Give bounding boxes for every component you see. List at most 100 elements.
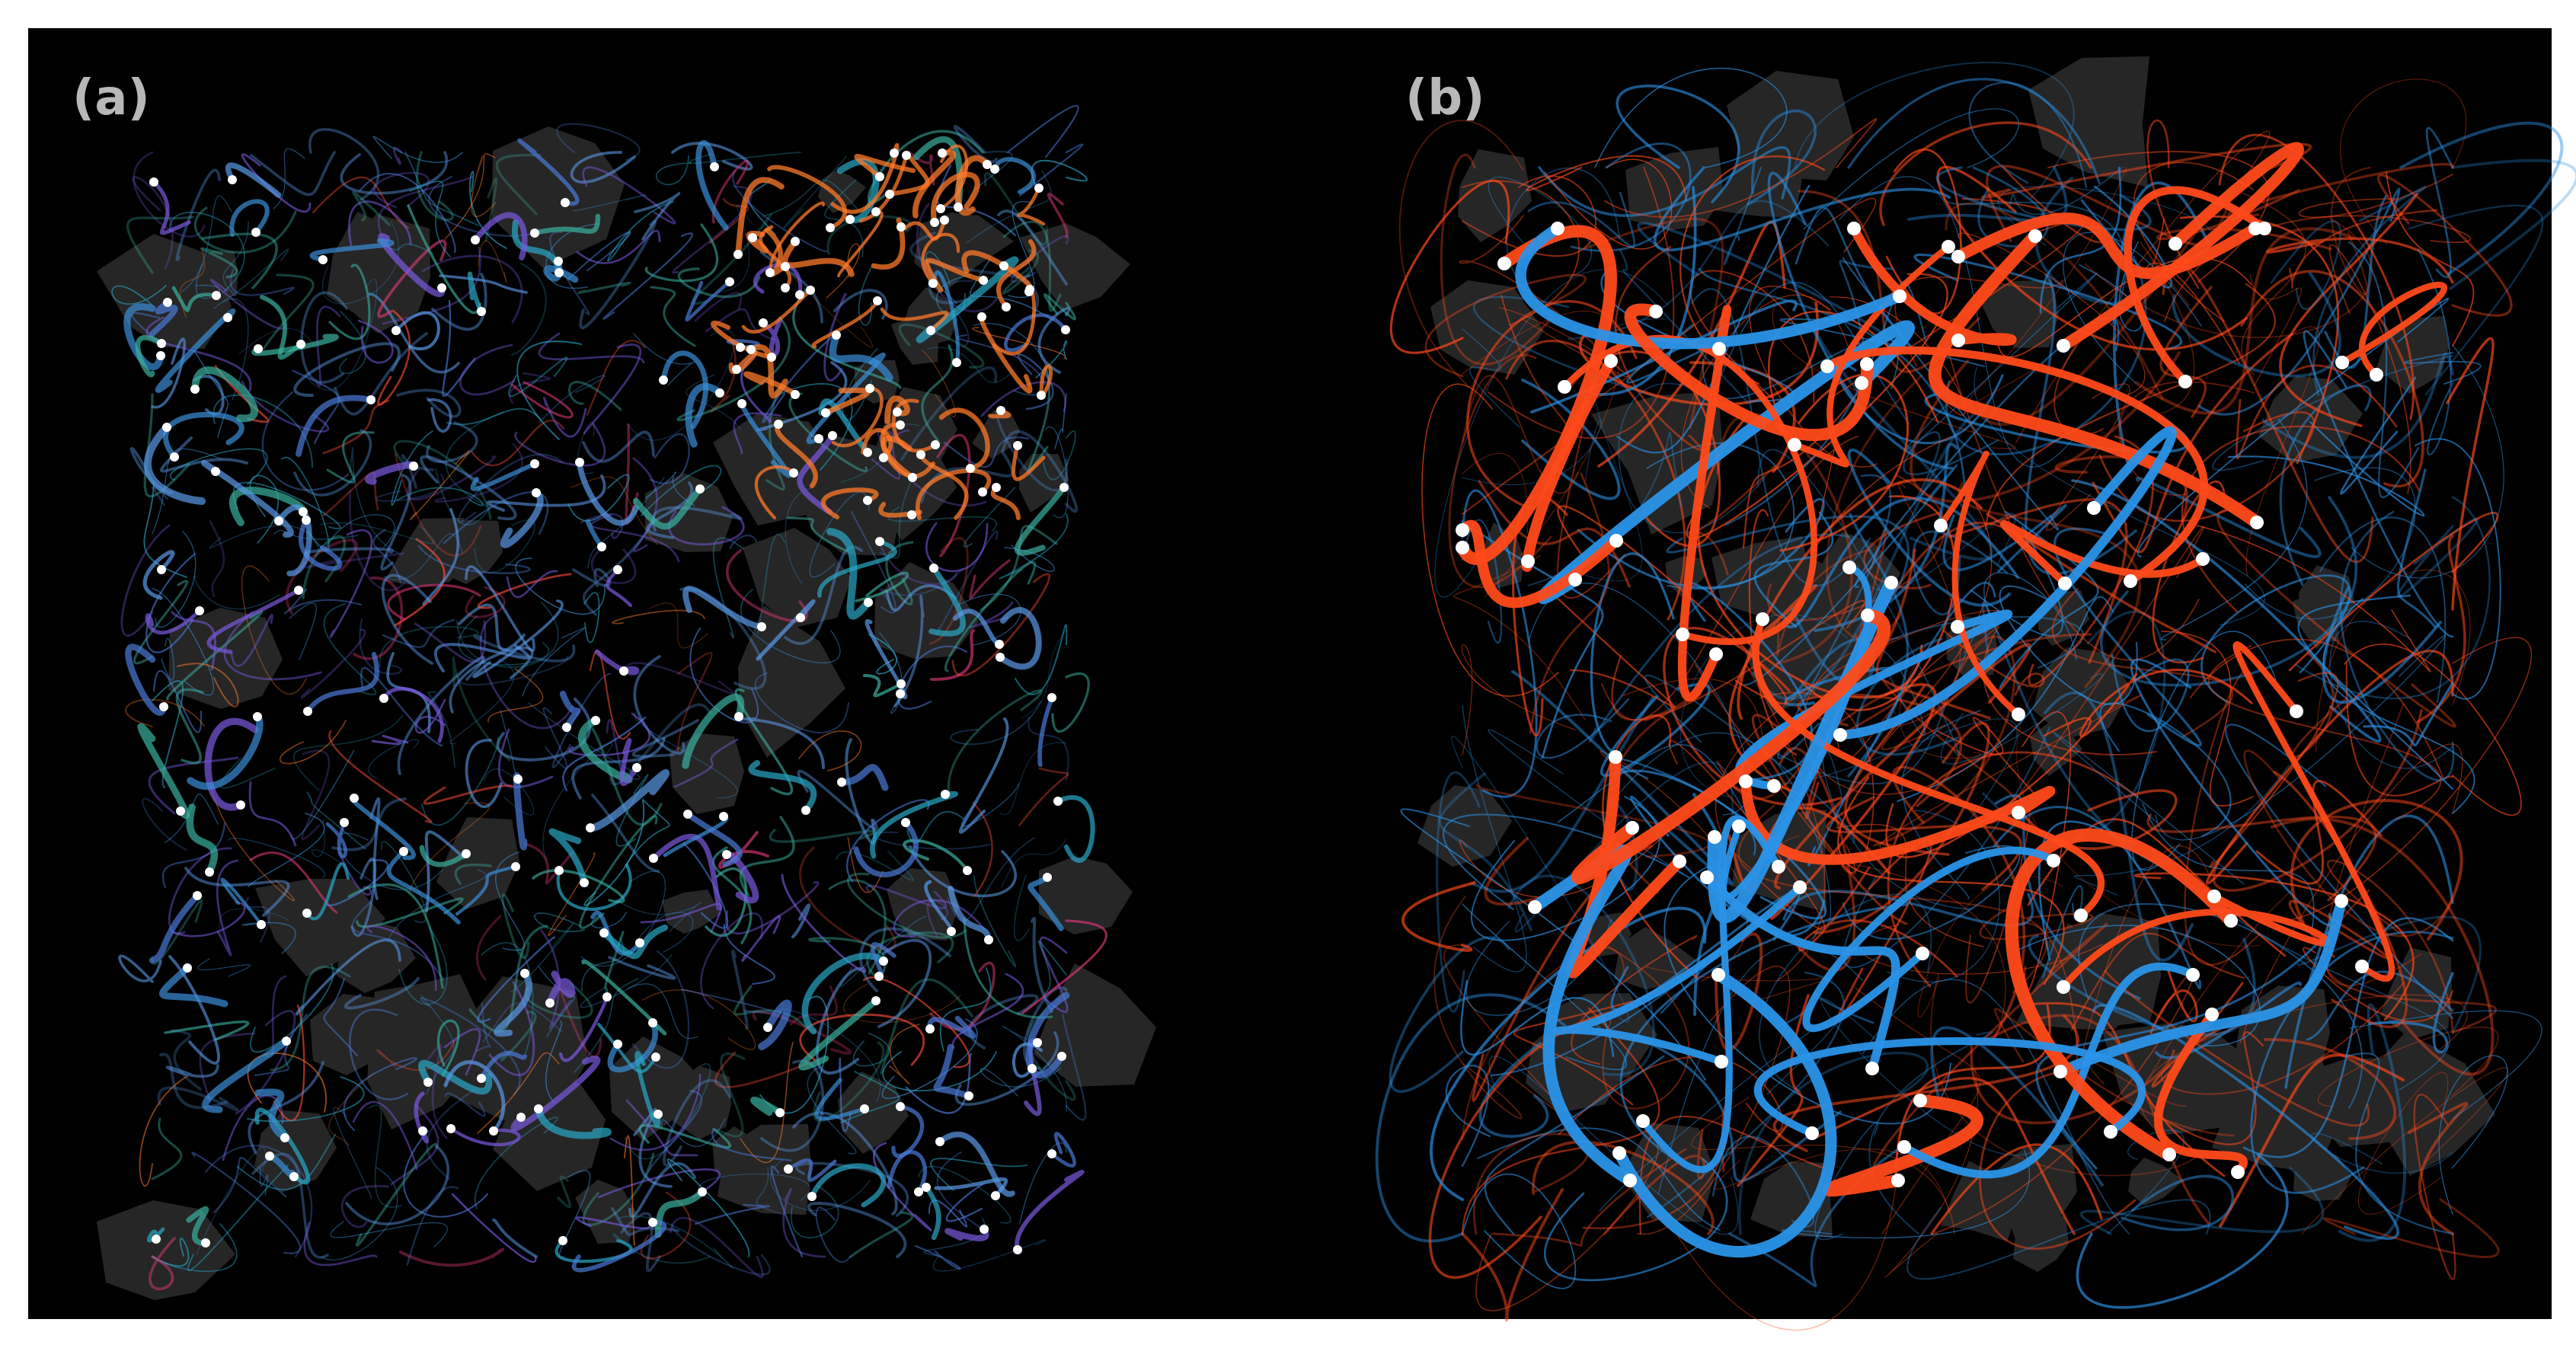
- flow-line: [222, 221, 249, 295]
- flow-line: [2266, 237, 2454, 284]
- flow-line: [717, 1052, 746, 1138]
- flow-line: [743, 371, 798, 398]
- flow-line: [1937, 717, 2040, 800]
- flow-line: [475, 1001, 492, 1053]
- flow-line: [241, 922, 296, 954]
- flow-line: [251, 1152, 329, 1259]
- flow-line: [382, 687, 444, 743]
- flow-line: [532, 869, 625, 903]
- node: [340, 818, 349, 827]
- flow-line: [2294, 496, 2491, 700]
- flow-line: [923, 1184, 941, 1241]
- flow-line: [191, 366, 258, 423]
- flow-line: [590, 513, 680, 563]
- flow-line: [847, 837, 884, 893]
- node: [1860, 357, 1874, 371]
- flow-line: [682, 842, 729, 929]
- flow-line: [567, 474, 630, 522]
- flow-line: [254, 1107, 311, 1185]
- flow-line: [1689, 270, 1815, 404]
- flow-line: [570, 476, 658, 545]
- flow-line: [951, 573, 1051, 677]
- node: [183, 963, 192, 973]
- flow-line: [149, 1237, 176, 1291]
- node: [1625, 821, 1639, 835]
- flow-line: [1578, 302, 1820, 407]
- node: [896, 222, 906, 232]
- flow-line: [404, 152, 479, 226]
- node: [871, 207, 881, 216]
- node: [350, 794, 359, 803]
- flow-line: [1716, 412, 1853, 665]
- flow-line: [865, 618, 908, 699]
- district: [340, 214, 430, 334]
- flow-line: [394, 311, 440, 350]
- flow-line: [1981, 601, 2163, 867]
- flow-line: [1802, 846, 2058, 1032]
- flow-line: [1599, 1014, 1841, 1212]
- flow-line: [1616, 85, 1740, 203]
- flow-line: [1613, 969, 1837, 1258]
- flow-line: [2160, 419, 2308, 640]
- flow-line: [213, 1156, 287, 1214]
- flow-line: [2264, 1038, 2397, 1140]
- flow-line: [308, 128, 380, 201]
- flow-line: [511, 263, 547, 356]
- flow-line: [2322, 598, 2475, 814]
- node: [980, 1225, 989, 1234]
- flow-line: [1002, 249, 1040, 295]
- node: [1891, 1174, 1905, 1187]
- flow-line: [633, 333, 695, 386]
- node: [253, 712, 262, 721]
- node: [896, 689, 905, 698]
- flow-line: [950, 701, 1042, 745]
- node: [890, 149, 899, 158]
- flow-line: [1798, 190, 1980, 373]
- flow-line: [870, 791, 958, 859]
- node: [767, 353, 776, 362]
- flow-line: [323, 603, 377, 695]
- flow-line: [2250, 931, 2454, 1194]
- flow-line: [2329, 621, 2453, 769]
- flow-line: [388, 869, 487, 940]
- flow-line: [1759, 692, 1874, 874]
- node: [513, 775, 523, 784]
- flow-line: [424, 830, 465, 912]
- flow-line: [470, 420, 565, 466]
- flow-line: [199, 1032, 256, 1104]
- node: [1028, 1064, 1037, 1073]
- flow-line: [948, 886, 992, 943]
- flow-line: [406, 1186, 459, 1266]
- flow-line: [2121, 1174, 2235, 1231]
- flow-line: [748, 759, 817, 814]
- flow-line: [756, 1167, 785, 1216]
- flow-line: [2071, 479, 2382, 743]
- flow-line: [386, 849, 461, 925]
- flow-line: [650, 286, 696, 347]
- flow-line: [944, 561, 1037, 672]
- flow-line: [1958, 232, 2146, 398]
- flow-line: [983, 171, 1049, 246]
- flow-line: [852, 1033, 890, 1067]
- node: [871, 996, 881, 1005]
- flow-line: [2425, 126, 2454, 278]
- flow-line: [319, 522, 435, 545]
- district: [1417, 785, 1512, 867]
- flow-line: [305, 278, 378, 391]
- flow-line: [2209, 672, 2339, 868]
- flow-line: [2377, 174, 2513, 317]
- flow-line: [1002, 1025, 1067, 1112]
- flow-line: [465, 565, 535, 652]
- flow-line: [357, 319, 394, 364]
- flow-line: [410, 450, 470, 521]
- flow-line: [582, 520, 655, 616]
- district: [818, 171, 866, 213]
- flow-line: [877, 939, 932, 1028]
- flow-line: [789, 985, 838, 1026]
- flow-line: [353, 577, 404, 660]
- flow-line: [632, 457, 658, 553]
- flow-line: [360, 666, 443, 747]
- flow-line: [481, 1001, 563, 1043]
- flow-line: [2146, 119, 2200, 289]
- flow-line: [1594, 68, 1788, 168]
